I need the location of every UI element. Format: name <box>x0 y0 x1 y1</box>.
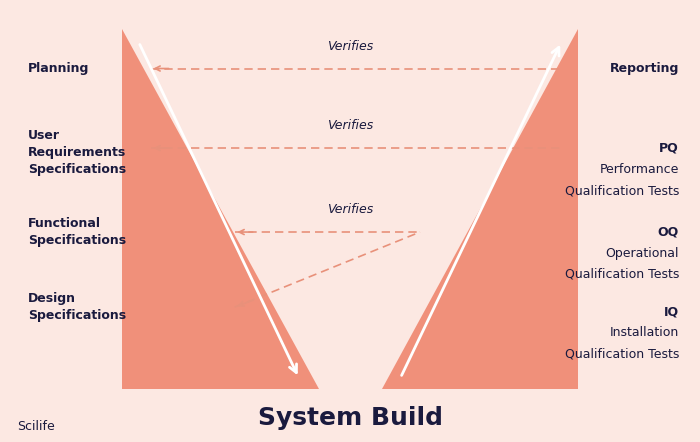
Polygon shape <box>122 29 318 389</box>
Text: Planning: Planning <box>28 62 90 75</box>
Text: Verifies: Verifies <box>327 40 373 53</box>
Text: PQ: PQ <box>659 141 679 155</box>
Text: Installation: Installation <box>610 326 679 339</box>
Text: Qualification Tests: Qualification Tests <box>565 184 679 197</box>
Text: Scilife: Scilife <box>18 420 55 433</box>
Text: Verifies: Verifies <box>327 203 373 217</box>
Text: Verifies: Verifies <box>327 119 373 133</box>
Text: Reporting: Reporting <box>610 62 679 75</box>
Text: Qualification Tests: Qualification Tests <box>565 268 679 281</box>
Polygon shape <box>382 29 578 389</box>
Text: Design
Specifications: Design Specifications <box>28 292 126 322</box>
Text: IQ: IQ <box>664 305 679 318</box>
Text: System Build: System Build <box>258 406 442 430</box>
Text: Performance: Performance <box>600 163 679 176</box>
Text: Qualification Tests: Qualification Tests <box>565 347 679 361</box>
Text: Functional
Specifications: Functional Specifications <box>28 217 126 247</box>
Text: OQ: OQ <box>658 225 679 239</box>
Text: Operational: Operational <box>606 247 679 260</box>
Text: User
Requirements
Specifications: User Requirements Specifications <box>28 129 126 176</box>
